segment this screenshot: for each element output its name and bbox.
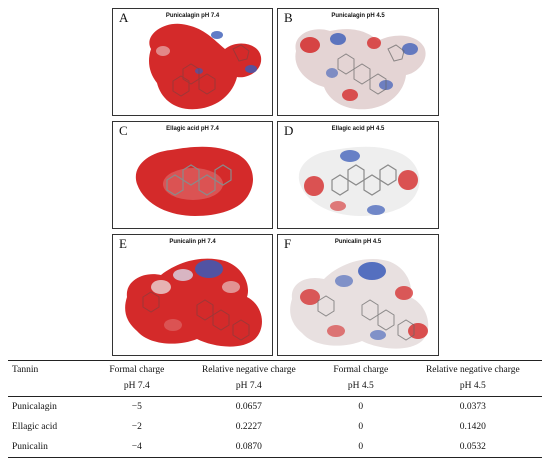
table-cell: 0.0657 xyxy=(235,402,262,412)
table-row: Ellagic acid −2 0.2227 0 0.1420 xyxy=(8,417,542,437)
panel-caption: Ellagic acid pH 7.4 xyxy=(166,126,219,132)
header-cell: Relative negative charge xyxy=(179,360,318,379)
table-cell: 0 xyxy=(317,437,404,458)
table-cell: 0.2227 xyxy=(235,422,262,432)
molecule-surface-image xyxy=(125,258,262,347)
header-cell: Formal charge xyxy=(317,360,404,379)
table-cell: −2 xyxy=(131,422,142,432)
table-cell: 0.1420 xyxy=(459,422,486,432)
molecule-surface-image xyxy=(135,146,253,216)
table-cell: 0.0870 xyxy=(179,437,318,458)
table-cell: Ellagic acid xyxy=(12,422,58,432)
table-row: Punicalagin −5 0.0657 0 0.0373 xyxy=(8,397,542,418)
molecule-surface-image xyxy=(298,146,420,216)
molecule-surface-image xyxy=(149,23,262,110)
panel-d: D Ellagic acid pH 4.5 xyxy=(277,121,439,229)
panel-letter: B xyxy=(284,10,293,25)
panel-caption: Ellagic acid pH 4.5 xyxy=(331,126,385,132)
panel-letter: F xyxy=(284,236,292,251)
molecule-surface-image xyxy=(295,29,426,110)
panel-a: A Punicalagin pH 7.4 xyxy=(112,8,273,116)
table-header-row: Tannin Formal charge Relative negative c… xyxy=(8,360,542,379)
table-cell: Punicalin xyxy=(8,437,94,458)
panel-f: F Punicalin pH 4.5 xyxy=(277,234,439,356)
table-cell: 0 xyxy=(358,402,364,412)
panel-caption: Punicalin pH 7.4 xyxy=(169,239,216,245)
molecule-surface-image xyxy=(290,259,429,349)
panel-b: B Punicalagin pH 4.5 xyxy=(277,8,439,116)
panel-letter: A xyxy=(119,10,129,25)
table-cell: 0.0373 xyxy=(459,402,486,412)
header-cell: Formal charge xyxy=(94,360,180,379)
panel-caption: Punicalagin pH 4.5 xyxy=(331,13,385,19)
subheader-cell: pH 7.4 xyxy=(94,379,180,397)
subheader-cell: pH 7.4 xyxy=(179,379,318,397)
header-cell: Relative negative charge xyxy=(403,360,542,379)
table-cell: −4 xyxy=(94,437,180,458)
header-cell: Tannin xyxy=(8,360,94,379)
panel-letter: D xyxy=(284,123,294,138)
table-subheader-row: pH 7.4 pH 7.4 pH 4.5 pH 4.5 xyxy=(8,379,542,397)
panel-letter: C xyxy=(119,123,128,138)
table-cell: 0 xyxy=(358,422,364,432)
panel-caption: Punicalin pH 4.5 xyxy=(334,239,382,245)
table-row: Punicalin −4 0.0870 0 0.0532 xyxy=(8,437,542,458)
table-cell: −5 xyxy=(131,402,142,412)
panel-letter: E xyxy=(119,236,127,251)
subheader-cell: pH 4.5 xyxy=(317,379,404,397)
panel-e: E Punicalin pH 7.4 xyxy=(112,234,273,356)
table-cell: 0.0532 xyxy=(403,437,542,458)
table-cell: Punicalagin xyxy=(12,402,57,412)
charge-table: Tannin Formal charge Relative negative c… xyxy=(8,360,542,458)
subheader-cell: pH 4.5 xyxy=(403,379,542,397)
subheader-cell xyxy=(8,379,94,397)
panel-c: C Ellagic acid pH 7.4 xyxy=(112,121,273,229)
panel-caption: Punicalagin pH 7.4 xyxy=(165,13,220,19)
